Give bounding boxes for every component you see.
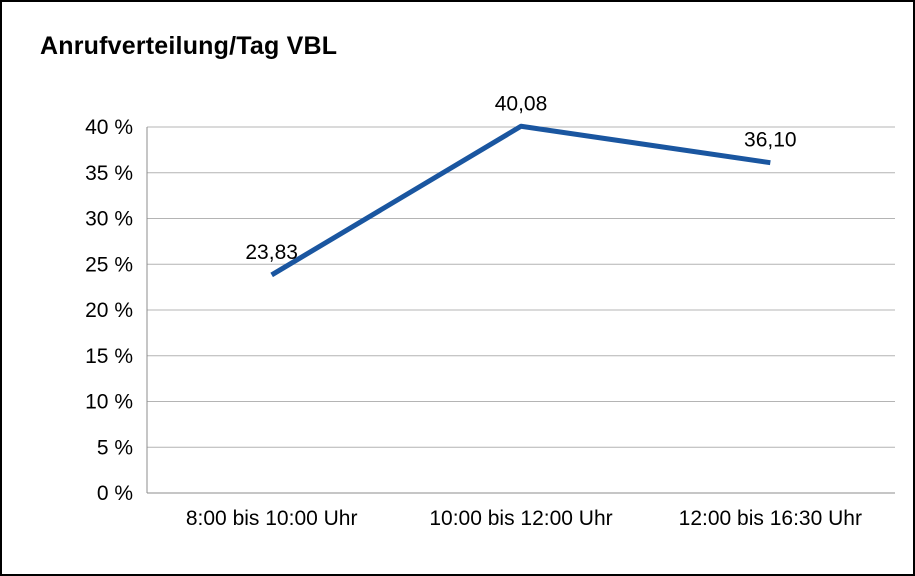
- y-tick-label: 10 %: [85, 391, 133, 414]
- data-label: 40,08: [495, 92, 548, 115]
- y-tick-label: 40 %: [85, 116, 133, 139]
- data-label: 36,10: [744, 129, 797, 152]
- y-tick-label: 0 %: [97, 482, 133, 505]
- y-tick-label: 5 %: [97, 436, 133, 459]
- y-tick-label: 35 %: [85, 162, 133, 185]
- y-tick-label: 30 %: [85, 208, 133, 231]
- chart-title: Anrufverteilung/Tag VBL: [40, 32, 338, 60]
- x-category-label: 8:00 bis 10:00 Uhr: [186, 507, 358, 530]
- y-tick-label: 15 %: [85, 345, 133, 368]
- y-tick-label: 20 %: [85, 299, 133, 322]
- x-category-label: 12:00 bis 16:30 Uhr: [679, 507, 862, 530]
- x-category-label: 10:00 bis 12:00 Uhr: [429, 507, 612, 530]
- data-label: 23,83: [245, 241, 298, 264]
- y-tick-label: 25 %: [85, 253, 133, 276]
- data-series-line: [270, 123, 771, 278]
